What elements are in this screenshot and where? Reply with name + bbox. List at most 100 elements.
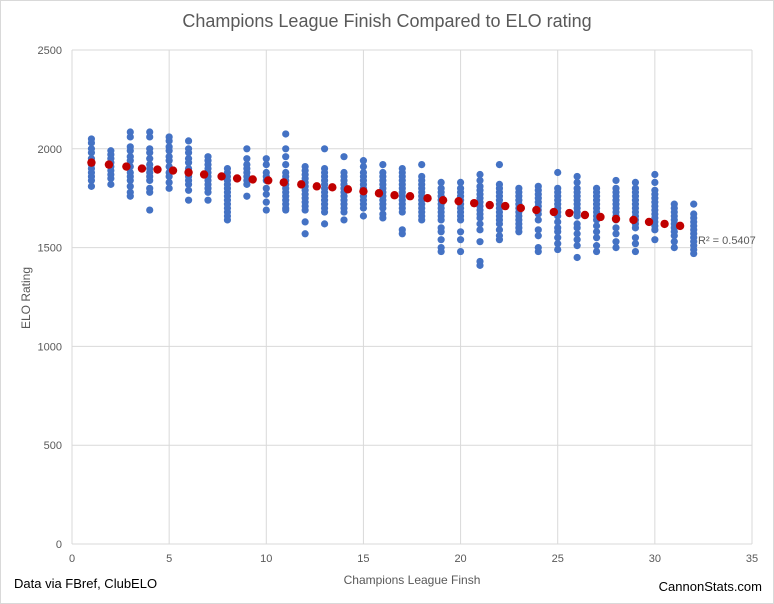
scatter-point [670, 244, 678, 252]
scatter-point [107, 174, 115, 183]
scatter-point [320, 208, 329, 216]
scatter-point [320, 220, 329, 228]
scatter-point [340, 153, 348, 161]
scatter-point [437, 216, 445, 224]
scatter-point [554, 168, 562, 177]
trend-point [438, 195, 448, 205]
scatter-point [592, 242, 601, 250]
scatter-point [320, 145, 329, 153]
trend-point [184, 168, 193, 177]
scatter-point [262, 161, 270, 169]
trend-point [168, 166, 178, 175]
trend-point [405, 192, 415, 201]
y-tick-label: 1000 [38, 341, 62, 353]
scatter-point [204, 188, 212, 196]
trend-point [137, 164, 147, 173]
x-tick-label: 35 [746, 553, 758, 565]
scatter-point [495, 161, 504, 169]
trend-point [454, 196, 463, 206]
scatter-point [87, 139, 96, 147]
trend-point [87, 158, 96, 167]
scatter-point [456, 178, 465, 186]
scatter-point [515, 228, 523, 236]
scatter-point [573, 178, 581, 186]
trend-point [565, 208, 574, 218]
scatter-point [495, 236, 504, 244]
scatter-point [573, 253, 581, 262]
scatter-point [573, 212, 581, 220]
scatter-point [379, 161, 387, 169]
scatter-point [165, 157, 173, 165]
scatter-point [262, 184, 270, 192]
scatter-point [146, 128, 154, 136]
scatter-point [204, 196, 212, 204]
scatter-point [476, 214, 484, 222]
trend-point [485, 200, 494, 210]
trend-point [469, 198, 479, 208]
scatter-point [282, 145, 290, 153]
scatter-point [631, 240, 640, 248]
scatter-point [534, 232, 542, 240]
trend-point [532, 205, 541, 215]
scatter-point [243, 192, 251, 200]
scatter-point [612, 238, 620, 246]
trend-point [343, 185, 353, 194]
y-tick-label: 0 [56, 539, 62, 551]
scatter-point [165, 184, 173, 192]
scatter-point [631, 234, 640, 242]
scatter-point [418, 161, 426, 169]
scatter-point [651, 170, 659, 179]
scatter-point [534, 226, 542, 234]
scatter-point [340, 216, 348, 224]
scatter-point [262, 206, 270, 214]
y-axis-label: ELO Rating [19, 267, 33, 329]
scatter-series [87, 128, 698, 269]
scatter-point [359, 162, 368, 171]
scatter-point [87, 182, 96, 190]
scatter-point [651, 226, 659, 234]
scatter-point [592, 247, 601, 256]
scatter-point [146, 188, 154, 196]
scatter-point [437, 178, 445, 186]
scatter-point [456, 247, 465, 256]
scatter-point [262, 155, 270, 163]
scatter-point [476, 220, 484, 228]
r-squared-label: R² = 0.5407 [698, 235, 756, 247]
scatter-point [146, 133, 154, 141]
scatter-point [612, 244, 620, 252]
scatter-point [165, 172, 173, 181]
trend-point [279, 178, 288, 187]
scatter-point [301, 206, 309, 214]
scatter-point [437, 247, 445, 256]
scatter-point [534, 216, 542, 224]
scatter-point [184, 186, 193, 194]
x-tick-labels: 0 5 10 15 20 25 30 35 [69, 553, 758, 565]
scatter-point [592, 228, 601, 236]
trend-point [248, 175, 257, 184]
x-axis-label: Champions League Finsh [344, 573, 481, 587]
y-tick-label: 500 [44, 440, 62, 452]
x-tick-label: 5 [166, 553, 172, 565]
scatter-point [184, 159, 193, 167]
scatter-point [592, 222, 601, 230]
scatter-point [476, 170, 484, 179]
scatter-point [670, 232, 678, 240]
trend-point [104, 160, 114, 169]
scatter-point [262, 198, 270, 206]
scatter-point [651, 178, 659, 186]
scatter-point [651, 236, 659, 244]
scatter-point [359, 212, 368, 220]
scatter-point [126, 128, 134, 136]
x-tick-label: 0 [69, 553, 75, 565]
scatter-point [301, 230, 309, 238]
scatter-point [126, 176, 134, 185]
scatter-point [165, 178, 173, 186]
scatter-point [126, 192, 134, 200]
scatter-point [476, 176, 484, 185]
scatter-point [437, 236, 445, 244]
scatter-point [612, 230, 620, 238]
scatter-point [146, 206, 154, 214]
brand-label: CannonStats.com [659, 579, 762, 594]
scatter-point [476, 261, 484, 269]
scatter-point [184, 137, 193, 145]
